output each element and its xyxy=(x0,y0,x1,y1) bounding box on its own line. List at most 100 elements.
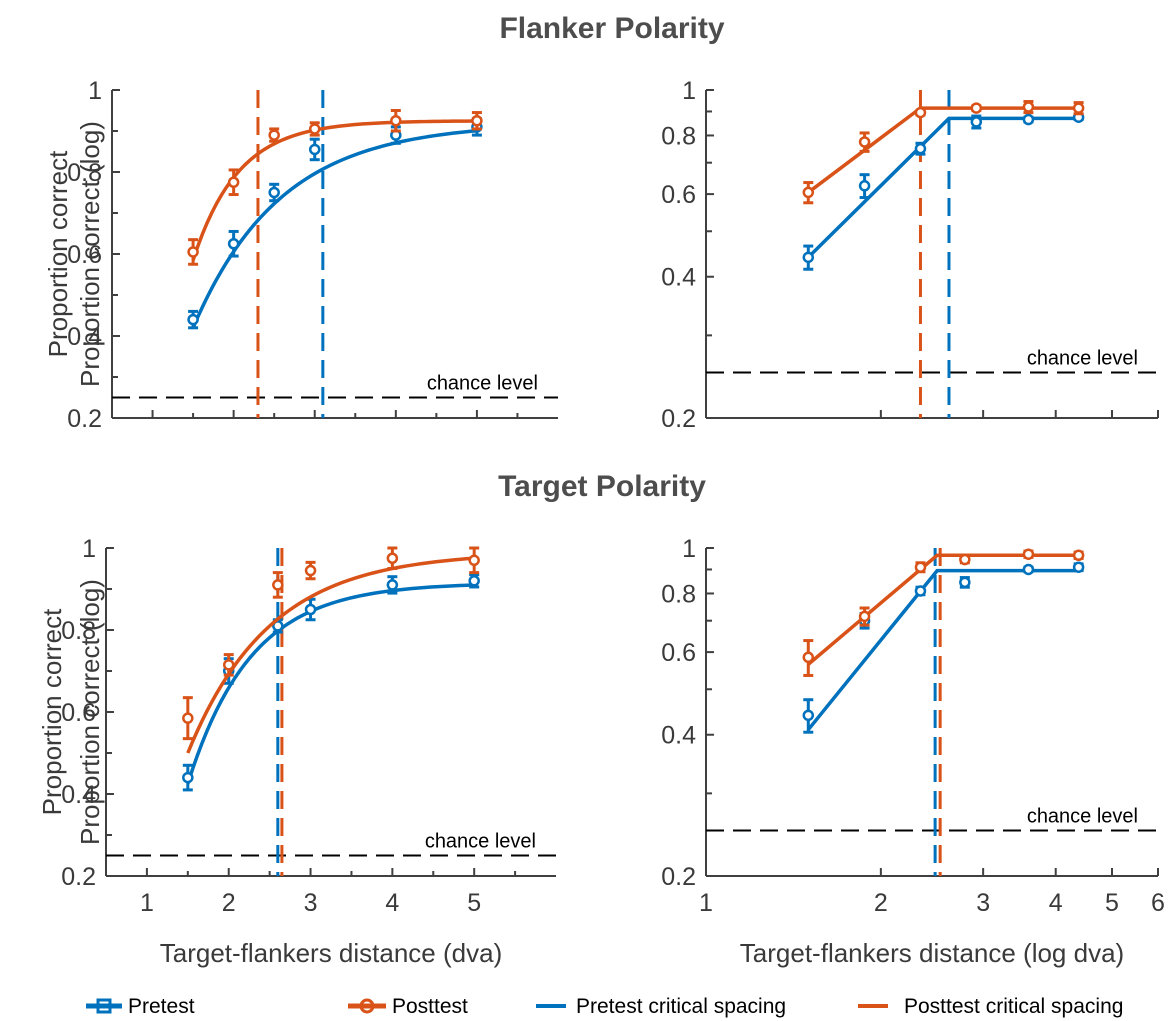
y-axis-label: Proportion correct (log) xyxy=(75,579,105,845)
posttest-data-point xyxy=(914,106,927,119)
posttest-data-point xyxy=(468,554,480,567)
x-tick-label: 5 xyxy=(467,889,481,917)
posttest-data-point xyxy=(304,564,317,577)
pretest-data-point xyxy=(227,238,240,250)
x-tick-label: 4 xyxy=(385,889,399,917)
x-tick-label: 3 xyxy=(304,889,318,917)
legend-pretest-critical-label: Pretest critical spacing xyxy=(576,995,786,1018)
pretest-data-point xyxy=(308,143,321,156)
posttest-data-point xyxy=(1072,102,1085,114)
posttest-data-point xyxy=(959,553,971,566)
y-axis-label: Proportion correct xyxy=(43,150,73,357)
chance-level-label: chance level xyxy=(1027,806,1138,828)
y-tick-label: 1 xyxy=(88,77,102,105)
posttest-data-point xyxy=(308,123,321,135)
legend-item-pretest: Pretest xyxy=(86,995,195,1018)
y-tick-label: 0.2 xyxy=(661,863,696,891)
x-tick-label: 1 xyxy=(699,889,713,917)
pretest-fit-curve xyxy=(191,128,478,329)
y-tick-label: 0.6 xyxy=(67,241,102,269)
y-tick-label: 0.2 xyxy=(61,863,96,891)
x-tick-label: 1 xyxy=(140,889,154,917)
y-tick-label: 0.4 xyxy=(661,722,696,750)
posttest-data-point xyxy=(222,659,235,671)
y-tick-label: 0.6 xyxy=(661,181,696,209)
x-axis-label: Target-flankers distance (log dva) xyxy=(740,938,1124,968)
posttest-fit-curve xyxy=(186,556,475,754)
posttest-data-point xyxy=(1072,549,1085,562)
x-tick-label: 3 xyxy=(976,889,990,917)
pretest-data-point xyxy=(802,251,815,264)
x-tick-label: 6 xyxy=(1151,889,1165,917)
posttest-data-point xyxy=(802,186,815,199)
posttest-data-point xyxy=(970,102,983,114)
pretest-data-point xyxy=(970,116,983,128)
x-axis-label: Target-flankers distance (dva) xyxy=(160,938,502,968)
pretest-data-point xyxy=(1072,561,1085,573)
posttest-fit-curve xyxy=(807,106,1079,194)
legend-item-posttest-critical: Posttest critical spacing xyxy=(858,995,1123,1018)
legend-pretest-marker xyxy=(96,998,112,1014)
pretest-data-point xyxy=(272,620,284,632)
legend: Pretest Posttest Pretest critical spacin… xyxy=(86,995,1123,1018)
pretest-data-point xyxy=(1022,113,1035,126)
y-tick-label: 1 xyxy=(682,535,696,563)
panel-flanker-linear: 0.2 0.4 0.6 0.8 1 Proportion correct chance le… xyxy=(43,77,558,433)
pretest-data-point xyxy=(959,576,971,589)
x-tick-label: 2 xyxy=(222,889,236,917)
pretest-data-point xyxy=(268,186,280,199)
pretest-fit-curve xyxy=(186,583,475,785)
y-tick-label: 0.4 xyxy=(67,323,102,351)
posttest-data-point xyxy=(268,129,280,141)
y-tick-label: 0.8 xyxy=(67,159,102,187)
y-tick-label: 1 xyxy=(682,77,696,105)
y-tick-label: 0.8 xyxy=(661,580,696,608)
y-tick-label: 0.4 xyxy=(661,264,696,292)
pretest-data-point xyxy=(386,579,399,591)
row-title-target: Target Polarity xyxy=(498,470,706,503)
chance-level-label: chance level xyxy=(425,831,536,853)
posttest-data-point xyxy=(914,561,927,573)
pretest-data-point xyxy=(468,575,480,587)
posttest-data-point xyxy=(187,246,199,258)
chance-level-label: chance level xyxy=(1027,348,1138,370)
y-axis-label: Proportion correct xyxy=(37,608,67,815)
legend-pretest-label: Pretest xyxy=(128,995,195,1018)
y-tick-label: 1 xyxy=(82,535,96,563)
posttest-data-point xyxy=(1022,101,1035,113)
pretest-data-point xyxy=(187,313,199,326)
posttest-data-point xyxy=(227,176,240,188)
y-tick-label: 0.4 xyxy=(61,781,96,809)
legend-item-pretest-critical: Pretest critical spacing xyxy=(536,995,786,1018)
pretest-fit-curve xyxy=(807,116,1079,259)
posttest-data-point xyxy=(182,712,194,724)
chance-level-label: chance level xyxy=(427,373,538,395)
posttest-fit-curve xyxy=(191,119,477,261)
y-axis-label: Proportion correct (log) xyxy=(75,121,105,387)
legend-posttest-critical-label: Posttest critical spacing xyxy=(904,995,1123,1018)
posttest-data-point xyxy=(1022,548,1035,560)
row-title-flanker: Flanker Polarity xyxy=(499,12,724,45)
x-tick-label: 5 xyxy=(1105,889,1119,917)
pretest-data-point xyxy=(914,585,927,597)
pretest-data-point xyxy=(1022,563,1035,576)
pretest-data-point xyxy=(802,709,815,722)
y-tick-label: 0.2 xyxy=(661,405,696,433)
y-tick-label: 0.6 xyxy=(61,699,96,727)
pretest-data-point xyxy=(304,603,317,616)
posttest-data-point xyxy=(802,651,815,664)
posttest-data-point xyxy=(386,552,399,564)
x-tick-label: 2 xyxy=(874,889,888,917)
panel-target-linear: 0.2 0.4 0.6 0.8 1 1 2 3 4 5 Proportion correct Targ… xyxy=(37,535,556,968)
posttest-data-point xyxy=(272,579,284,591)
y-tick-label: 0.2 xyxy=(67,405,102,433)
posttest-data-point xyxy=(471,115,483,127)
legend-posttest-label: Posttest xyxy=(392,995,468,1018)
y-tick-label: 0.8 xyxy=(661,122,696,150)
posttest-data-point xyxy=(390,115,402,127)
legend-item-posttest: Posttest xyxy=(348,995,468,1018)
panel-target-log: 0.2 0.4 0.6 0.8 1 1 2 3 4 5 6 Proportion correct (l… xyxy=(75,535,1165,968)
y-tick-label: 0.8 xyxy=(61,617,96,645)
pretest-fit-curve xyxy=(806,568,1079,731)
